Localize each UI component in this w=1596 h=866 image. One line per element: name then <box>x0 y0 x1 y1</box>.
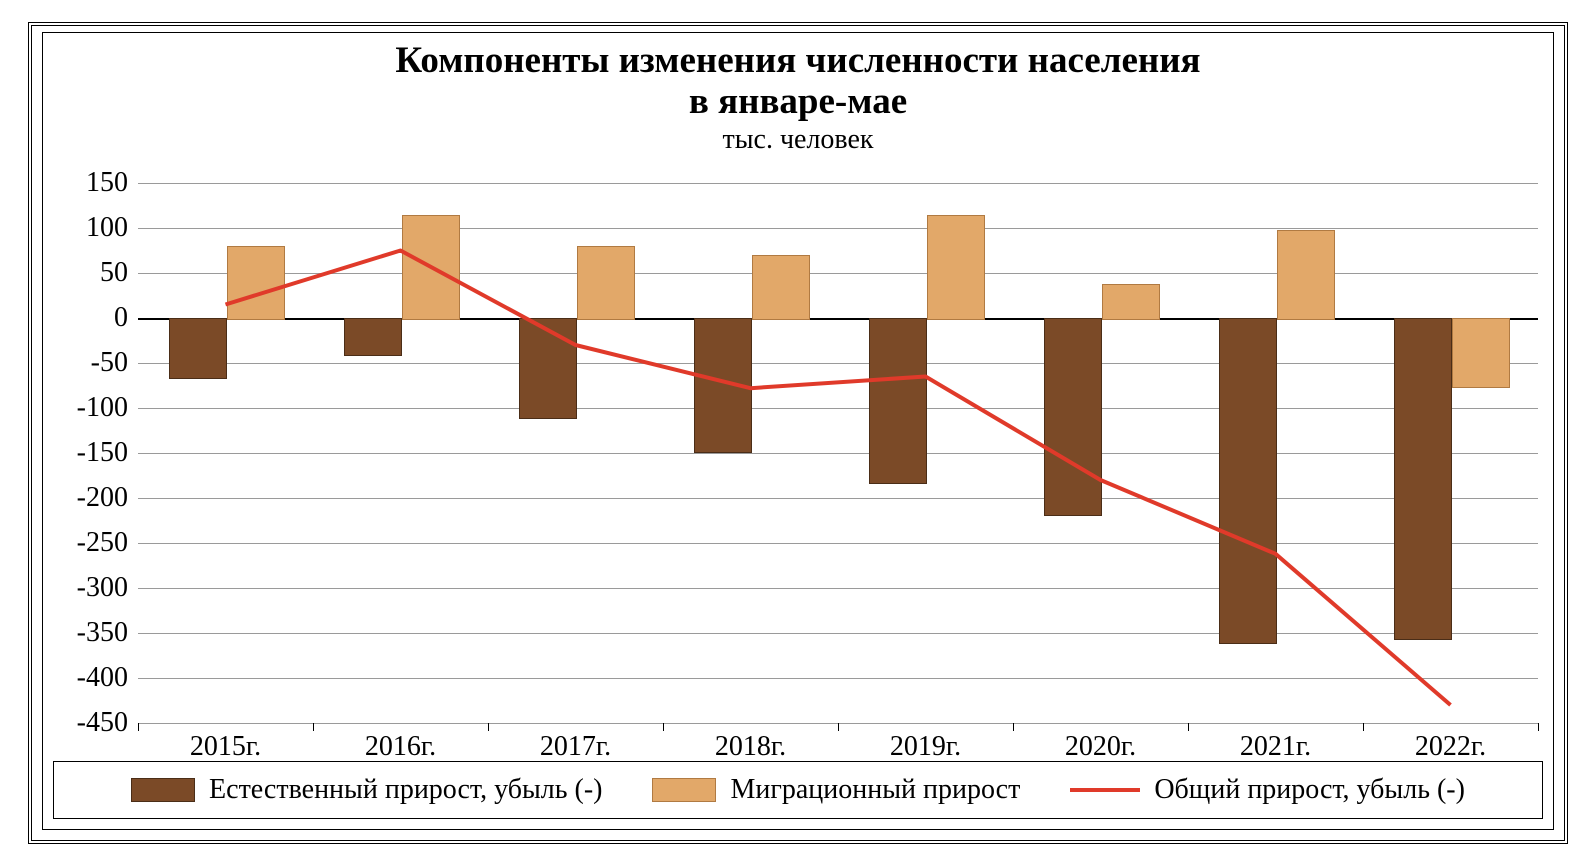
x-axis-tick <box>838 723 839 731</box>
line-total <box>226 251 1451 706</box>
x-axis-label: 2015г. <box>138 731 313 763</box>
chart-title-line2: в январе-мае <box>43 82 1553 123</box>
y-axis-label: -250 <box>58 529 128 557</box>
chart-title-line1: Компоненты изменения численности населен… <box>43 41 1553 82</box>
x-axis-tick <box>1538 723 1539 731</box>
x-axis-tick <box>1013 723 1014 731</box>
legend-line-sample <box>1070 788 1140 792</box>
x-axis-tick <box>1188 723 1189 731</box>
y-axis-label: -450 <box>58 709 128 737</box>
legend-item-total: Общий прирост, убыль (-) <box>1070 774 1465 806</box>
legend-swatch-migration <box>652 778 716 802</box>
chart-panel: Компоненты изменения численности населен… <box>42 32 1554 830</box>
legend: Естественный прирост, убыль (-) Миграцио… <box>53 761 1543 819</box>
x-axis-label: 2019г. <box>838 731 1013 763</box>
y-axis-label: 100 <box>58 214 128 242</box>
y-axis-label: 150 <box>58 169 128 197</box>
y-axis-label: -50 <box>58 349 128 377</box>
y-axis-label: -400 <box>58 664 128 692</box>
chart-subtitle: тыс. человек <box>43 124 1553 156</box>
plot-area: 150100500-50-100-150-200-250-300-350-400… <box>138 183 1538 723</box>
legend-item-natural: Естественный прирост, убыль (-) <box>131 774 602 806</box>
legend-item-migration: Миграционный прирост <box>652 774 1020 806</box>
x-axis-tick <box>488 723 489 731</box>
y-axis-label: -300 <box>58 574 128 602</box>
legend-label-total: Общий прирост, убыль (-) <box>1154 774 1465 806</box>
y-axis-label: -100 <box>58 394 128 422</box>
x-axis-tick <box>1363 723 1364 731</box>
legend-label-natural: Естественный прирост, убыль (-) <box>209 774 602 806</box>
x-axis-label: 2022г. <box>1363 731 1538 763</box>
title-block: Компоненты изменения численности населен… <box>43 41 1553 156</box>
x-axis-label: 2017г. <box>488 731 663 763</box>
x-axis-label: 2021г. <box>1188 731 1363 763</box>
legend-swatch-natural <box>131 778 195 802</box>
x-axis-tick <box>138 723 139 731</box>
x-axis-tick <box>663 723 664 731</box>
legend-label-migration: Миграционный прирост <box>730 774 1020 806</box>
line-series-overlay <box>138 183 1538 723</box>
y-axis-label: -200 <box>58 484 128 512</box>
x-axis-label: 2020г. <box>1013 731 1188 763</box>
x-axis-label: 2016г. <box>313 731 488 763</box>
outer-frame: Компоненты изменения численности населен… <box>28 22 1568 844</box>
y-axis-label: -350 <box>58 619 128 647</box>
y-axis-label: 50 <box>58 259 128 287</box>
x-axis-label: 2018г. <box>663 731 838 763</box>
x-axis-tick <box>313 723 314 731</box>
y-axis-label: -150 <box>58 439 128 467</box>
y-axis-label: 0 <box>58 304 128 332</box>
